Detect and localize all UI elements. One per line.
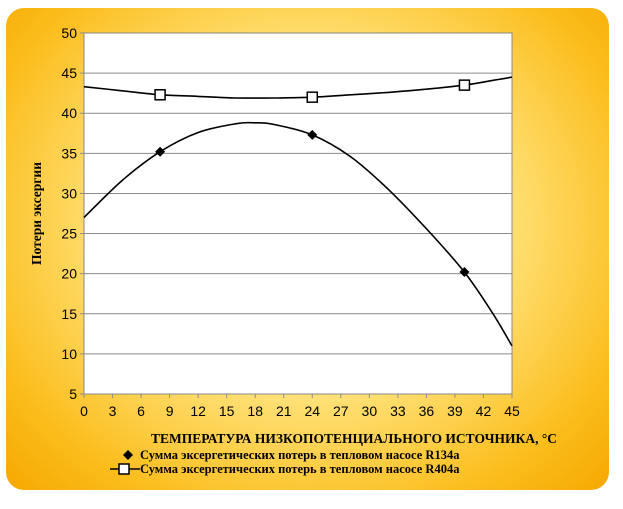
series-group <box>83 76 513 347</box>
y-tick-label: 20 <box>61 266 77 282</box>
legend-marker-r134a <box>123 450 133 460</box>
x-tick-label: 3 <box>109 403 117 419</box>
data-point-r404a <box>154 89 166 101</box>
grid-lines <box>84 72 512 355</box>
y-tick-label: 15 <box>61 306 77 322</box>
data-point-r134a <box>307 129 318 140</box>
x-tick-label: 12 <box>190 403 206 419</box>
series-line-r134a <box>83 121 513 347</box>
x-tick-label: 15 <box>219 403 235 419</box>
x-tick-label: 45 <box>504 403 520 419</box>
legend-label-r134a: Сумма эксергетических потерь в тепловом … <box>140 448 460 462</box>
legend: Сумма эксергетических потерь в тепловом … <box>110 448 460 476</box>
y-axis-ticks: 5 10 15 20 25 30 35 40 45 50 <box>61 25 84 402</box>
data-point-r404a <box>306 91 319 103</box>
y-tick-label: 30 <box>61 185 77 201</box>
y-tick-label: 5 <box>69 386 77 402</box>
y-tick-label: 50 <box>61 25 77 41</box>
y-tick-label: 35 <box>61 145 77 161</box>
data-point-r134a <box>459 267 470 278</box>
y-tick-label: 25 <box>61 226 77 242</box>
x-tick-label: 30 <box>362 403 378 419</box>
y-tick-label: 45 <box>61 65 77 81</box>
x-tick-label: 33 <box>390 403 406 419</box>
data-point-r134a <box>155 146 166 157</box>
legend-entry-r404a: Сумма эксергетических потерь в тепловом … <box>110 462 460 476</box>
legend-label-r404a: Сумма эксергетических потерь в тепловом … <box>140 462 460 476</box>
x-tick-label: 39 <box>447 403 463 419</box>
x-axis-title: ТЕМПЕРАТУРА НИЗКОПОТЕНЦИАЛЬНОГО ИСТОЧНИК… <box>151 431 557 446</box>
y-tick-label: 10 <box>61 346 77 362</box>
data-point-r404a <box>458 79 471 91</box>
x-tick-label: 0 <box>80 403 88 419</box>
x-tick-label: 36 <box>419 403 435 419</box>
x-tick-label: 24 <box>304 403 320 419</box>
x-tick-label: 42 <box>476 403 492 419</box>
x-axis-ticks: 0 3 6 9 12 15 18 21 24 27 30 33 36 39 42 45 <box>80 394 520 419</box>
legend-entry-r134a: Сумма эксергетических потерь в тепловом … <box>123 448 460 462</box>
y-tick-label: 40 <box>61 105 77 121</box>
x-tick-label: 27 <box>333 403 349 419</box>
x-tick-label: 18 <box>247 403 263 419</box>
x-tick-label: 9 <box>166 403 174 419</box>
x-tick-label: 6 <box>137 403 145 419</box>
legend-marker-r404a <box>118 463 130 475</box>
y-axis-title: Потери эксергии <box>29 162 44 265</box>
x-tick-label: 21 <box>276 403 292 419</box>
